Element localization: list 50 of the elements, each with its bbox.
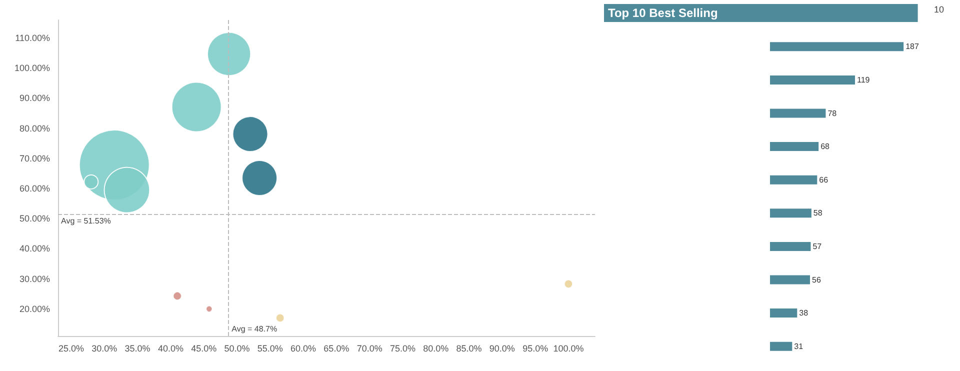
y-tick-label: 50.00% <box>19 214 50 224</box>
x-tick-label: 80.0% <box>423 344 449 354</box>
bar <box>770 275 810 284</box>
x-tick-label: 90.0% <box>489 344 515 354</box>
text: 10 <box>934 4 944 14</box>
x-tick-label: 40.0% <box>158 344 184 354</box>
bar <box>770 108 826 118</box>
x-tick-label: 25.0% <box>58 344 84 354</box>
data-label: 187 <box>906 42 920 52</box>
data-label: 31 <box>794 342 804 351</box>
x-tick-label: 50.0% <box>224 344 250 354</box>
y-tick-label: 40.00% <box>19 244 50 254</box>
bar <box>770 142 819 152</box>
ref-line-label: Avg = 51.53% <box>61 216 111 226</box>
y-tick-label: 60.00% <box>19 184 50 194</box>
data-label: 57 <box>812 242 822 251</box>
x-tick-label: 35.0% <box>124 344 150 354</box>
x-tick-label: 60.0% <box>290 344 316 354</box>
bar <box>770 75 855 84</box>
x-tick-label: 85.0% <box>456 344 482 354</box>
x-tick-label: 95.0% <box>522 344 548 354</box>
data-label: 66 <box>819 175 829 184</box>
text: Top 10 Best Selling <box>608 6 718 20</box>
data-label: 58 <box>813 208 823 218</box>
y-tick-label: 70.00% <box>19 153 50 164</box>
y-tick-label: 110.00% <box>15 33 50 44</box>
data-label: 38 <box>799 308 809 318</box>
y-tick-label: 30.00% <box>19 274 50 284</box>
y-tick-label: 90.00% <box>19 93 50 104</box>
bar <box>770 308 798 318</box>
y-tick-label: 20.00% <box>19 304 50 314</box>
data-label: 56 <box>812 275 822 284</box>
data-label: 119 <box>857 75 870 84</box>
bar <box>770 242 811 251</box>
ref-line-label: Avg = 48.7% <box>232 324 278 334</box>
x-tick-label: 45.0% <box>191 344 217 354</box>
x-tick-label: 55.0% <box>257 344 283 354</box>
data-label: 78 <box>828 108 838 118</box>
bar <box>770 175 818 184</box>
x-tick-label: 100.0% <box>553 344 584 354</box>
y-tick-label: 80.00% <box>19 123 50 134</box>
x-tick-label: 75.0% <box>390 344 416 354</box>
x-tick-label: 65.0% <box>324 344 350 354</box>
y-tick-label: 100.00% <box>14 63 50 74</box>
bar <box>770 42 904 52</box>
bar <box>770 342 792 351</box>
data-label: 68 <box>820 142 830 152</box>
x-tick-label: 70.0% <box>356 344 382 354</box>
x-tick-label: 30.0% <box>92 344 118 354</box>
bar <box>770 208 812 218</box>
